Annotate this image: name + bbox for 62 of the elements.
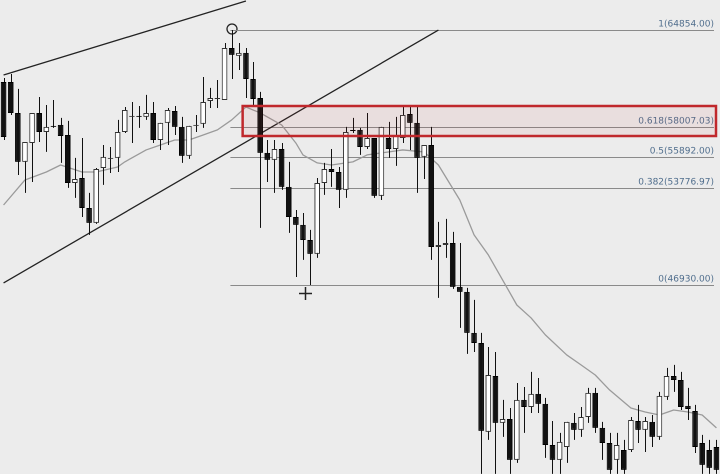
candlestick: [649, 414, 656, 448]
candlestick: [44, 104, 50, 152]
candlestick: [172, 105, 178, 136]
candlestick: [578, 406, 584, 438]
candlestick: [457, 242, 463, 328]
candlestick: [228, 29, 234, 80]
candlestick: [642, 416, 648, 452]
candlestick: [550, 420, 556, 474]
candlestick: [307, 229, 313, 286]
candlestick: [36, 96, 42, 142]
candlestick: [100, 144, 106, 186]
candlestick: [208, 87, 214, 108]
candlestick: [535, 377, 541, 414]
candlestick: [585, 387, 591, 424]
ref-line-label: 1(64854.00): [658, 19, 714, 30]
ref-line-label: 0.5(55892.00): [650, 146, 714, 156]
candlestick: [571, 412, 577, 440]
candlestick: [664, 367, 670, 400]
candlestick: [714, 439, 720, 474]
candlestick: [336, 166, 342, 208]
candlestick: [122, 106, 128, 134]
ref-line-label: 0.618(58007.03): [638, 116, 714, 126]
candlestick: [164, 107, 170, 146]
candlestick: [556, 432, 562, 474]
candlestick: [620, 439, 627, 474]
candlestick: [386, 121, 392, 158]
candlestick: [200, 76, 206, 128]
candlestick: [214, 79, 220, 108]
candlestick: [272, 139, 278, 194]
candlestick: [72, 157, 78, 198]
candlestick: [614, 432, 620, 474]
candlestick: [250, 62, 256, 106]
candlestick: [600, 421, 606, 460]
candlestick: [158, 122, 164, 150]
candlestick: [670, 364, 676, 392]
candlestick: [500, 399, 506, 438]
candlestick: [421, 144, 427, 180]
candlestick: [528, 371, 534, 414]
candlestick: [392, 116, 398, 166]
candlestick: [521, 386, 527, 434]
candlestick: [328, 148, 334, 188]
candlestick: [300, 212, 306, 260]
candlestick: [635, 404, 641, 444]
candlestick: [264, 139, 270, 182]
candlestick: [236, 42, 242, 70]
candlestick: [22, 141, 28, 194]
candlestick: [58, 117, 64, 164]
ref-line-label: 0.382(53776.97): [638, 177, 714, 188]
candlestick: [706, 439, 712, 474]
candlestick: [364, 112, 370, 150]
candlestick: [86, 192, 92, 236]
candlestick: [143, 94, 149, 120]
candlestick: [442, 218, 448, 258]
candlestick: [407, 106, 413, 150]
candlestick: [322, 162, 328, 196]
candlestick: [436, 221, 442, 298]
candlestick: [114, 119, 120, 172]
candlestick: [699, 434, 705, 474]
candlestick: [564, 421, 570, 464]
candlestick: [471, 299, 477, 352]
candlestick: [293, 209, 299, 278]
ref-line-label: 0(46930.00): [658, 274, 714, 284]
